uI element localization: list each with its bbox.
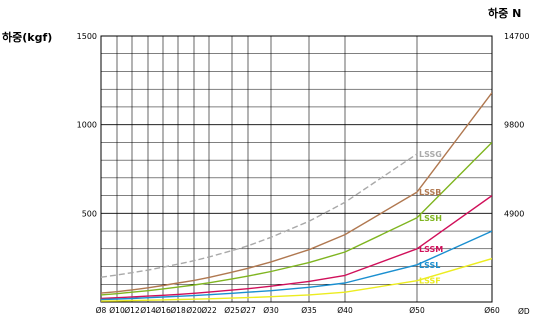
x-tick: Ø8 xyxy=(96,306,107,315)
series-label-lssh: LSSH xyxy=(419,214,442,223)
x-tick: Ø18 xyxy=(170,306,186,315)
series-line-lssl xyxy=(101,230,492,301)
series-line-lssf xyxy=(101,257,492,302)
x-tick: Ø12 xyxy=(124,306,140,315)
plot-grid xyxy=(100,35,493,303)
series-line-lssg xyxy=(101,153,418,278)
x-tick: Ø40 xyxy=(337,306,353,315)
series-label-lssm: LSSM xyxy=(419,245,443,254)
series-line-lssm xyxy=(101,195,492,300)
x-tick: Ø27 xyxy=(240,306,256,315)
x-axis-unit: ØD xyxy=(518,307,530,316)
y-tick-right: 9800 xyxy=(504,121,524,130)
series-labels: LSSG LSSB LSSH LSSM LSSL LSSF xyxy=(419,150,443,286)
x-tick: Ø50 xyxy=(409,306,425,315)
series-label-lssl: LSSL xyxy=(419,261,440,270)
y-ticks: 500 1000 1500 4900 9800 14700 xyxy=(77,32,530,218)
y-tick-left: 1500 xyxy=(77,32,97,41)
y-tick-right: 14700 xyxy=(504,32,529,41)
x-ticks: Ø8 Ø10 Ø12 Ø14 Ø16 Ø18 Ø20 Ø22 Ø25 Ø27 Ø30 Ø35 Ø40 Ø5… xyxy=(96,306,500,315)
series-label-lssb: LSSB xyxy=(419,188,441,197)
series-label-lssg: LSSG xyxy=(419,150,442,159)
y-tick-left: 500 xyxy=(82,209,97,218)
y-axis-title-left: 하중(kgf) xyxy=(2,30,52,44)
x-tick: Ø25 xyxy=(224,306,240,315)
y-tick-left: 1000 xyxy=(77,121,97,130)
x-tick: Ø22 xyxy=(201,306,217,315)
x-tick: Ø20 xyxy=(186,306,202,315)
x-tick: Ø60 xyxy=(484,306,500,315)
x-tick: Ø30 xyxy=(263,306,279,315)
y-axis-title-right: 하중 N xyxy=(488,6,521,20)
x-tick: Ø35 xyxy=(301,306,317,315)
series-label-lssf: LSSF xyxy=(419,277,441,286)
y-tick-right: 4900 xyxy=(504,209,524,218)
plot-frame xyxy=(100,35,493,303)
x-tick: Ø10 xyxy=(109,306,125,315)
x-tick: Ø16 xyxy=(155,306,171,315)
series-lines xyxy=(101,92,492,302)
series-line-lssb xyxy=(101,92,492,294)
series-line-lssh xyxy=(101,141,492,296)
x-tick: Ø14 xyxy=(140,306,156,315)
